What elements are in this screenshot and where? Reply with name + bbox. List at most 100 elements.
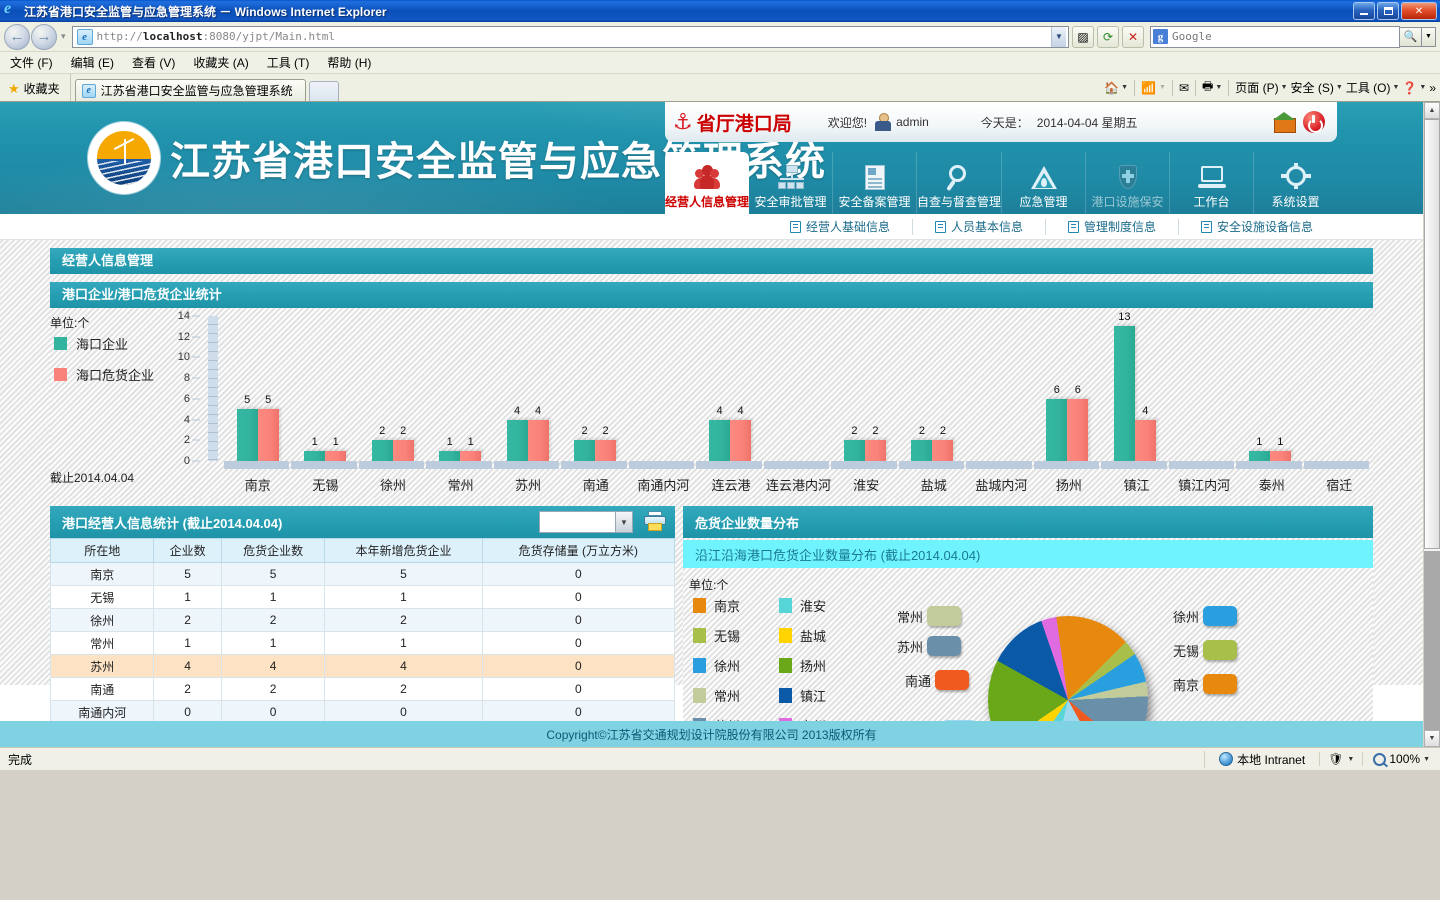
bar: 1 [1248,436,1270,461]
browser-tab[interactable]: e 江苏省港口安全监管与应急管理系统 [74,79,306,101]
port-seal-icon [88,122,160,194]
new-tab-button[interactable] [308,81,339,101]
scroll-thumb[interactable] [1424,119,1440,549]
zoom-control[interactable]: 100% ▼ [1362,752,1436,766]
feeds-button[interactable]: 📶 [1141,80,1156,95]
x-axis-label: 淮安 [853,478,880,493]
table-row[interactable]: 常州 1 1 1 0 [49,631,676,655]
nav-item-port-security[interactable]: 港口设施保安 [1086,152,1171,214]
search-input[interactable]: g Google [1150,25,1400,48]
nav-item-safety-filing[interactable]: 安全备案管理 [833,152,918,214]
table-row[interactable]: 无锡 1 1 1 0 [49,585,676,609]
y-tick [192,398,200,400]
subnav-item-safety-equipment[interactable]: 安全设施设备信息 [1179,219,1313,235]
back-button[interactable]: ← [4,23,30,50]
book-icon [1200,220,1212,233]
table-row[interactable]: 徐州 2 2 2 0 [49,608,676,632]
scroll-track[interactable] [1424,119,1440,730]
x-axis-tick [1236,461,1302,469]
stop-button[interactable]: ✕ [1122,25,1144,48]
nav-item-self-inspection[interactable]: 自查与督查管理 [917,152,1003,214]
restore-button[interactable] [1377,2,1399,20]
menu-bar: 文件 (F) 编辑 (E) 查看 (V) 收藏夹 (A) 工具 (T) 帮助 (… [0,52,1440,74]
tab-bar: ★ 收藏夹 e 江苏省港口安全监管与应急管理系统 🏠 ▼ 📶 ▼ ✉ 🖶 ▼ 页面 … [0,74,1440,102]
x-axis-label: 镇江内河 [1178,478,1231,493]
bar-value-label: 13 [1118,311,1131,324]
pie-legend-swatch [779,628,793,643]
bar-value-label: 1 [1256,435,1263,448]
bar-chart: 单位:个 海口企业 海口危货企业 截止2014.04.04 0 2 4 6 8 10 12 1… [50,308,1373,498]
zoom-level: 100% [1389,752,1421,766]
pie-legend-swatch [779,658,793,673]
close-button[interactable]: ✕ [1401,2,1437,20]
x-axis-label: 宿迁 [1326,478,1353,493]
compatibility-view-button[interactable]: ▨ [1072,25,1094,48]
subnav-item-personnel-basic[interactable]: 人员基本信息 [913,218,1046,235]
table-cell-value: 4 [220,654,326,678]
menu-favorites[interactable]: 收藏夹 (A) [193,56,249,70]
menu-view[interactable]: 查看 (V) [132,56,176,70]
legend-label: 海口危货企业 [76,368,155,383]
refresh-button[interactable]: ⟳ [1097,25,1119,48]
print-button[interactable]: 🖶 ▼ [1201,79,1223,93]
nav-item-emergency[interactable]: 应急管理 [1002,152,1087,214]
table-row[interactable]: 南京 5 5 5 0 [49,562,676,586]
vertical-scrollbar[interactable]: ▲ ▼ [1423,102,1440,747]
bar: 4 [709,405,731,461]
table-row[interactable]: 南通内河 0 0 0 0 [49,700,676,724]
region-select[interactable]: ▼ [539,511,633,533]
print-icon[interactable] [643,511,667,533]
bar-value-label: 4 [737,404,744,417]
forward-button[interactable]: → [31,23,57,50]
help-menu[interactable]: ❓ ▼ [1402,80,1427,95]
tools-menu[interactable]: 工具 (O) ▼ [1345,81,1400,95]
menu-help[interactable]: 帮助 (H) [327,56,372,70]
security-zone[interactable]: 本地 Intranet [1204,750,1319,768]
nav-item-operator-info[interactable]: 经营人信息管理 [665,152,750,214]
pie-legend-swatch [779,688,793,703]
home-button[interactable]: 🏠 ▼ [1104,80,1129,95]
page-menu[interactable]: 页面 (P) ▼ [1235,81,1288,95]
table-cell-value: 0 [481,677,676,701]
pie-callout-swatch [1203,674,1238,694]
y-axis: 0 2 4 6 8 10 12 14 [172,310,206,467]
bar: 1 [325,436,347,461]
scroll-up-button[interactable]: ▲ [1424,102,1440,119]
nav-item-workbench[interactable]: 工作台 [1170,152,1255,214]
favorites-button[interactable]: ★ 收藏夹 [0,74,71,101]
nav-item-system-settings[interactable]: 系统设置 [1254,152,1337,214]
y-tick-label: 4 [183,413,190,426]
table-cell-value: 0 [481,700,676,724]
search-go-button[interactable]: 🔍 [1400,26,1422,47]
chevron-down-icon: ▼ [615,512,632,532]
mail-button[interactable]: ✉ [1178,80,1189,95]
recent-pages-chevron-icon[interactable]: ▾ [61,31,66,41]
menu-edit[interactable]: 编辑 (E) [70,56,115,70]
minimize-button[interactable] [1353,2,1375,20]
table-row[interactable]: 南通 2 2 2 0 [49,677,676,701]
scroll-down-button[interactable]: ▼ [1424,730,1440,747]
safety-menu[interactable]: 安全 (S) ▼ [1290,81,1343,95]
url-dropdown-icon[interactable]: ▼ [1051,26,1066,47]
table-cell-value: 5 [153,562,222,586]
subnav-item-operator-basic[interactable]: 经营人基础信息 [768,218,913,235]
gear-icon [1280,163,1311,191]
overflow-chevron-icon[interactable]: » [1429,80,1436,95]
table-column-header: 危货企业数 [220,538,326,563]
table-row[interactable]: 苏州 4 4 4 0 [49,654,676,678]
logout-power-icon[interactable] [1303,111,1325,133]
url-bar[interactable]: e http://localhost:8080/yjpt/Main.html ▼ [71,25,1069,48]
protected-mode[interactable]: 🛡 ▼ [1319,752,1362,766]
y-tick-label: 8 [183,372,190,385]
bar-group [629,316,696,461]
search-provider-chevron-icon[interactable]: ▼ [1422,26,1436,47]
menu-tools[interactable]: 工具 (T) [266,56,310,70]
home-icon[interactable] [1273,111,1296,133]
menu-file[interactable]: 文件 (F) [10,56,53,70]
nav-item-safety-approval[interactable]: 安全审批管理 [749,152,834,214]
subnav-item-management-system[interactable]: 管理制度信息 [1046,218,1179,235]
y-tick [192,315,200,317]
x-axis-label: 无锡 [312,478,339,493]
